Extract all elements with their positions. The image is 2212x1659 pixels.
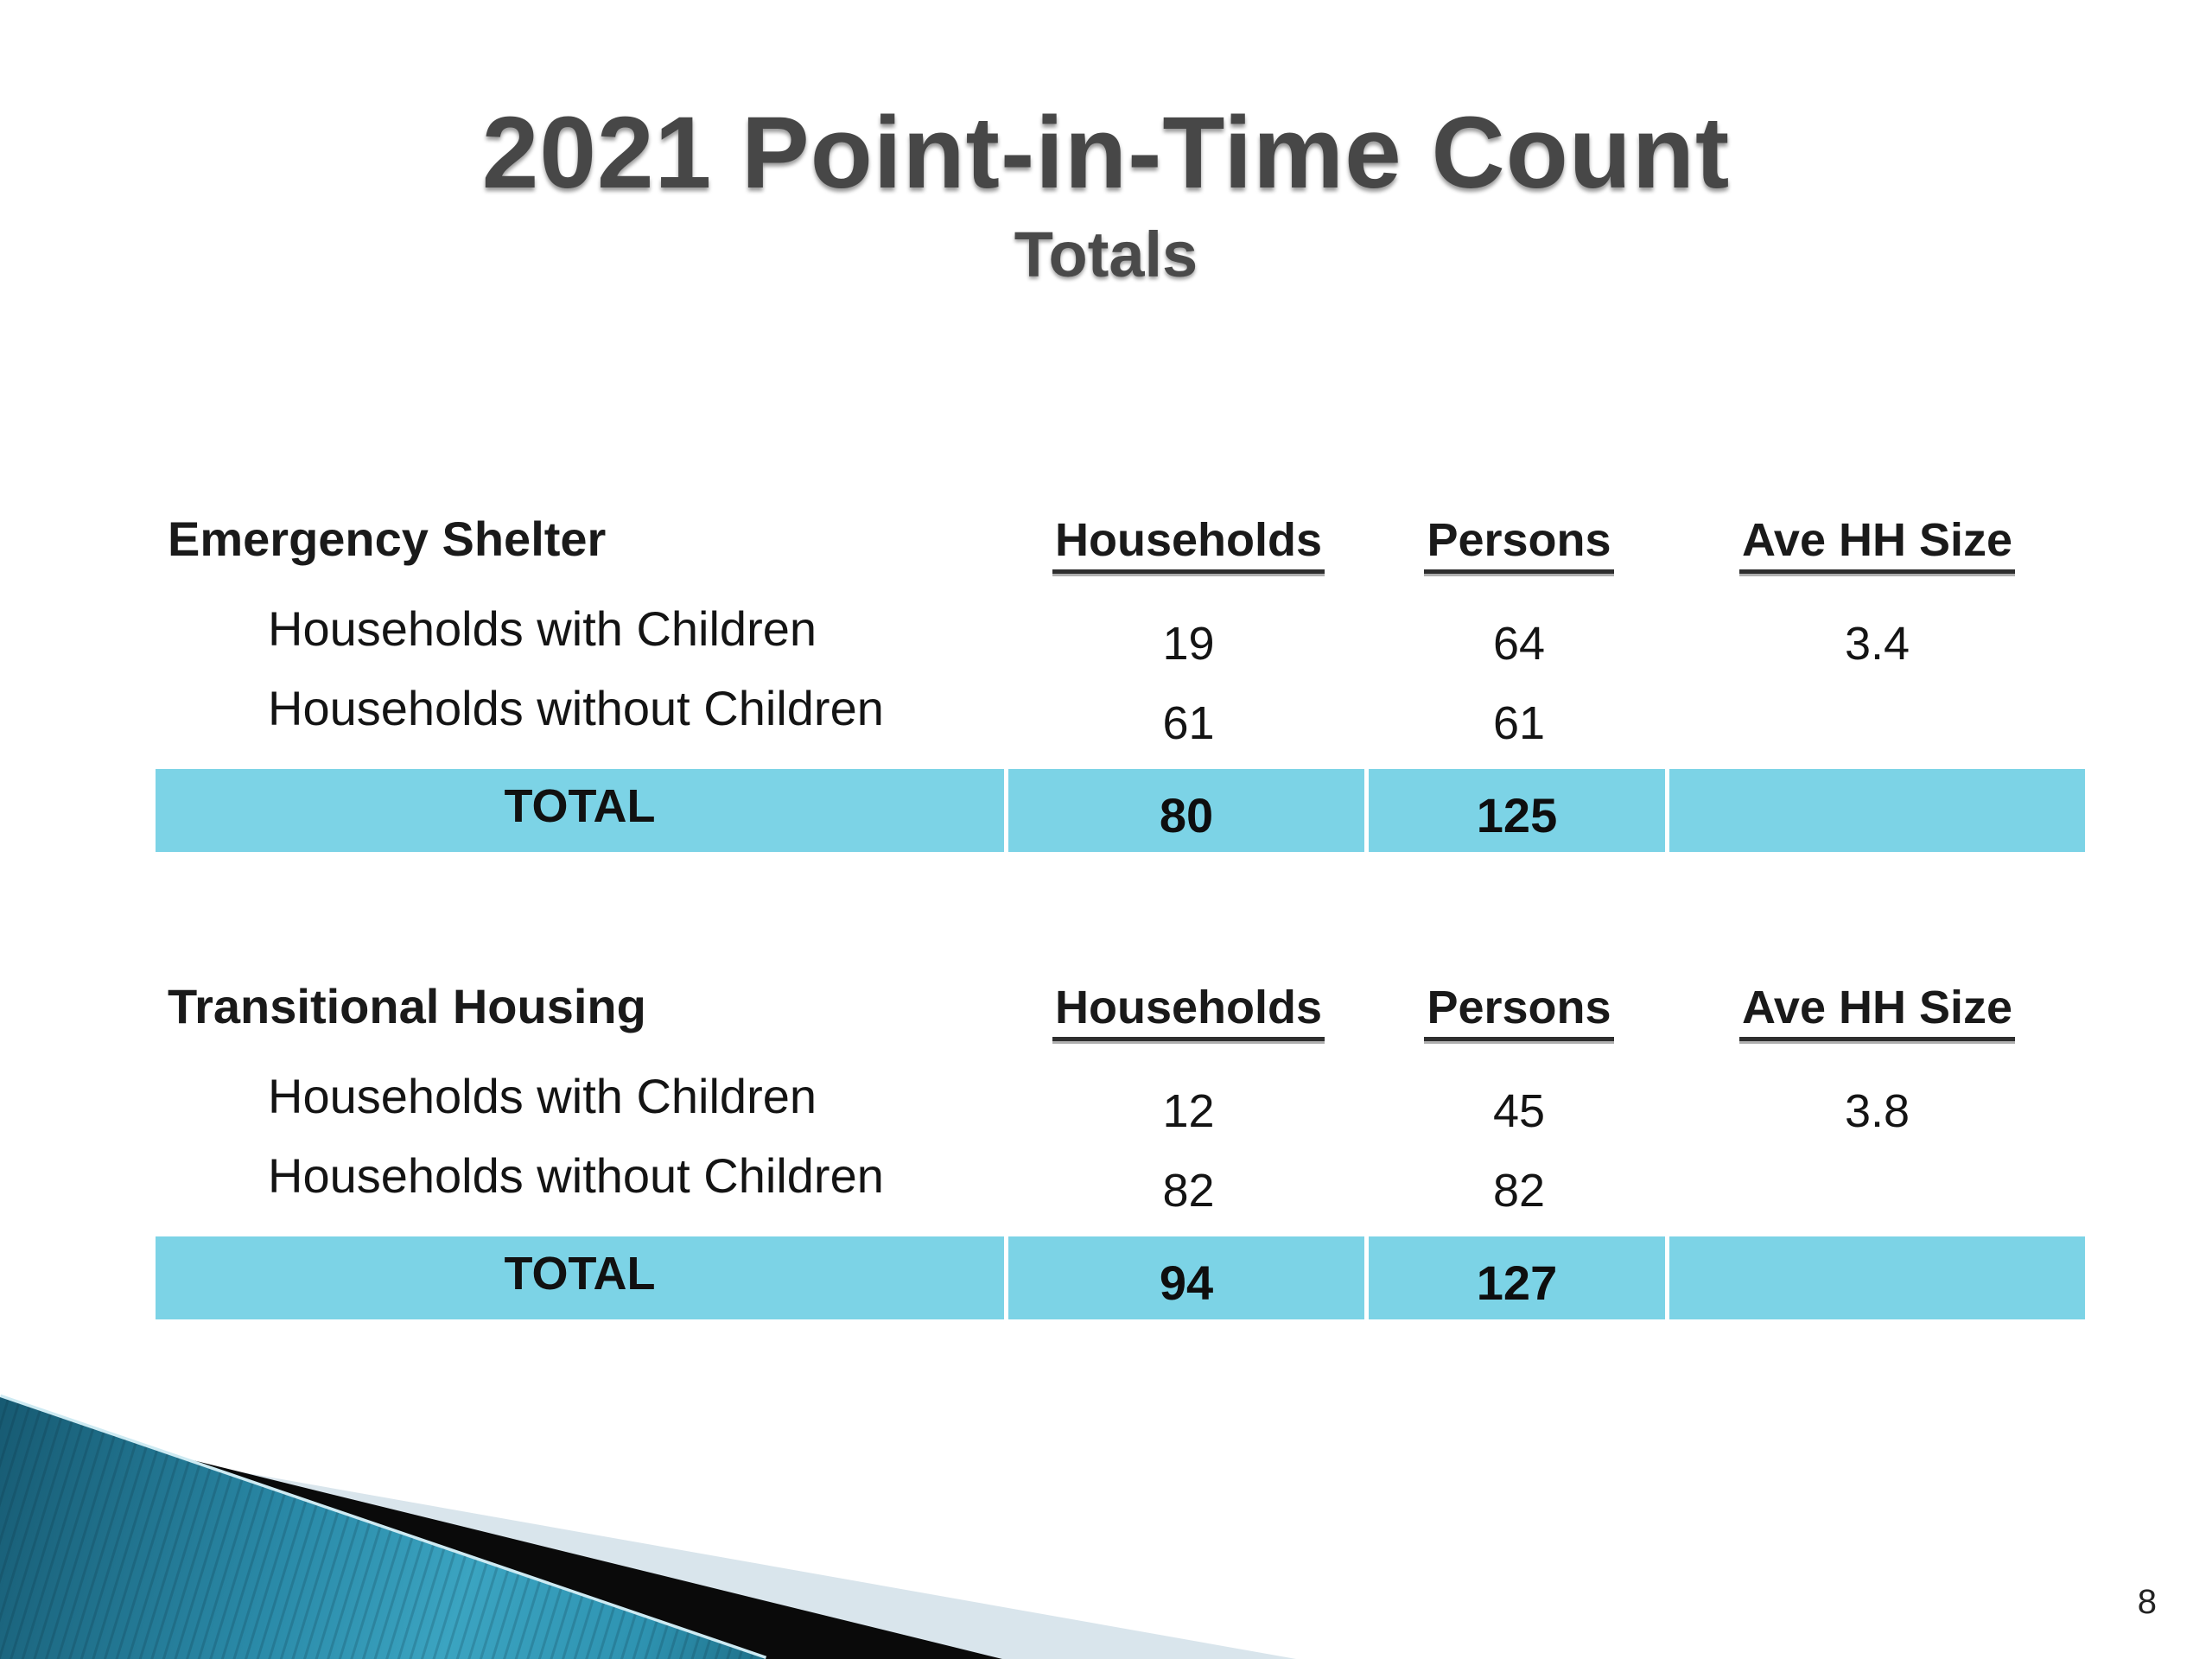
pale-stripe xyxy=(145,1455,1296,1659)
col-header-households: Households xyxy=(1008,984,1369,1041)
slide-title: 2021 Point-in-Time Count xyxy=(481,96,1731,210)
col-header-persons: Persons xyxy=(1369,517,1669,574)
total-row: TOTAL 80 125 xyxy=(156,769,2085,852)
table-emergency-shelter: Emergency Shelter Households Persons Ave… xyxy=(156,510,2085,855)
col-header-label: Households xyxy=(1052,517,1325,574)
total-persons: 127 xyxy=(1369,1236,1669,1319)
row-label: Households with Children xyxy=(268,601,817,656)
value-persons: 61 xyxy=(1492,697,1546,749)
value-persons: 64 xyxy=(1492,618,1546,670)
table-row: Households without Children 61 61 xyxy=(156,684,2085,747)
page-number: 8 xyxy=(2137,1583,2157,1621)
value-ave-hh-size xyxy=(1669,684,2085,747)
value-households: 19 xyxy=(1162,618,1215,670)
row-label: Households with Children xyxy=(268,1069,817,1123)
teal-triangle-texture xyxy=(0,1397,766,1659)
col-header-label: Ave HH Size xyxy=(1738,984,2016,1041)
total-households: 80 xyxy=(1008,769,1369,852)
value-ave-hh-size: 3.4 xyxy=(1844,618,1910,670)
table-row: Households with Children 19 64 3.4 xyxy=(156,601,2085,670)
col-header-label: Households xyxy=(1052,984,1325,1041)
col-header-ave-hh-size: Ave HH Size xyxy=(1669,517,2085,574)
col-header-label: Persons xyxy=(1424,517,1614,574)
value-ave-hh-size: 3.8 xyxy=(1844,1085,1910,1137)
total-label: TOTAL xyxy=(156,1236,1008,1319)
value-persons: 82 xyxy=(1492,1165,1546,1217)
col-header-label: Ave HH Size xyxy=(1738,517,2016,574)
light-edge-line xyxy=(0,1394,767,1659)
value-households: 61 xyxy=(1162,697,1215,749)
value-households: 12 xyxy=(1162,1085,1215,1137)
col-header-households: Households xyxy=(1008,517,1369,574)
value-ave-hh-size xyxy=(1669,1152,2085,1214)
total-persons: 125 xyxy=(1369,769,1669,852)
total-row: TOTAL 94 127 xyxy=(156,1236,2085,1319)
table-transitional-housing: Transitional Housing Households Persons … xyxy=(156,977,2085,1323)
black-stripe xyxy=(130,1445,1002,1659)
col-header-label: Persons xyxy=(1424,984,1614,1041)
table-row: Households with Children 12 45 3.8 xyxy=(156,1072,2085,1135)
table-header-row: Emergency Shelter Households Persons Ave… xyxy=(156,515,2085,574)
slide-subtitle: Totals xyxy=(1014,219,1198,290)
col-header-ave-hh-size: Ave HH Size xyxy=(1669,984,2085,1041)
total-households: 94 xyxy=(1008,1236,1369,1319)
table-header-row: Transitional Housing Households Persons … xyxy=(156,982,2085,1041)
value-persons: 45 xyxy=(1492,1085,1546,1137)
col-header-persons: Persons xyxy=(1369,984,1669,1041)
total-label: TOTAL xyxy=(156,769,1008,852)
section-title: Transitional Housing xyxy=(168,979,646,1033)
total-ave-hh-size xyxy=(1669,769,2085,852)
table-row: Households without Children 82 82 xyxy=(156,1148,2085,1217)
row-label: Households without Children xyxy=(268,681,884,735)
section-title: Emergency Shelter xyxy=(168,512,607,566)
total-ave-hh-size xyxy=(1669,1236,2085,1319)
teal-triangle xyxy=(0,1397,766,1659)
row-label: Households without Children xyxy=(268,1148,884,1203)
value-households: 82 xyxy=(1162,1165,1215,1217)
